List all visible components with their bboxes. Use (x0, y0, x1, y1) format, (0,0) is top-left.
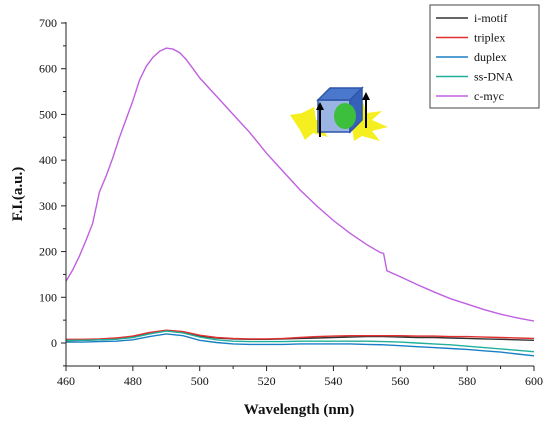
x-tick-label: 580 (458, 374, 476, 388)
x-axis-title: Wavelength (nm) (244, 402, 354, 418)
y-tick-label: 400 (39, 153, 57, 167)
legend-label-triplex: triplex (474, 31, 505, 45)
series-line-ss-dna (66, 330, 535, 353)
y-tick-label: 100 (39, 290, 57, 304)
legend-label-c-myc: c-myc (474, 89, 504, 103)
y-tick-label: 0 (51, 336, 57, 350)
legend-label-duplex: duplex (474, 50, 507, 64)
series-line-triplex (66, 329, 535, 340)
y-tick-label: 700 (39, 16, 57, 30)
legend-label-ss-dna: ss-DNA (474, 70, 514, 84)
legend-label-i-motif: i-motif (474, 11, 507, 25)
y-axis-title: F.I.(a.u.) (10, 167, 26, 221)
y-tick-label: 600 (39, 62, 57, 76)
x-tick-label: 540 (324, 374, 342, 388)
y-tick-label: 300 (39, 199, 57, 213)
cube-ligand-illustration (290, 86, 388, 141)
legend: i-motif triplex duplex ss-DNA c-myc (429, 4, 540, 109)
x-tick-label: 600 (525, 374, 543, 388)
series-line-duplex (66, 333, 535, 357)
x-tick-label: 560 (391, 374, 409, 388)
series-line-c-myc (65, 47, 535, 322)
y-tick-label: 200 (39, 245, 57, 259)
plot-lines (65, 47, 535, 357)
x-tick-label: 480 (124, 374, 142, 388)
y-tick-label: 500 (39, 107, 57, 121)
x-tick-label: 520 (258, 374, 276, 388)
axes: 460 480 500 520 540 560 580 600 0 100 200 300 400 500… (39, 16, 543, 388)
x-tick-label: 500 (191, 374, 209, 388)
x-tick-label: 460 (57, 374, 75, 388)
